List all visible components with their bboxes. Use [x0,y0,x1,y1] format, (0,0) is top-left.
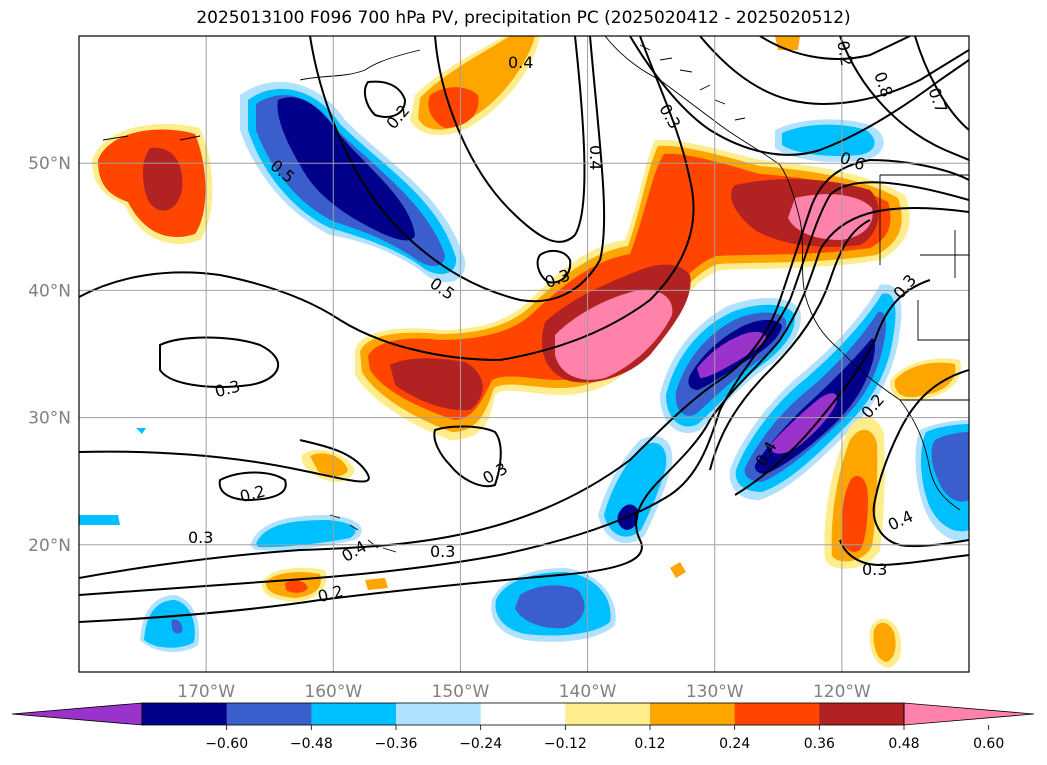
colorbar-extend-max [903,702,1035,726]
colorbar-extend-min [11,702,143,726]
colorbar-tick-label: −0.12 [544,736,587,752]
contour-line [872,369,969,548]
contour-line [79,206,969,623]
colorbar-tick-label: 0.60 [973,736,1004,752]
colorbar-segment [226,703,312,725]
figure-title: 2025013100 F096 700 hPa PV, precipitatio… [196,8,851,28]
lon-tick-label: 160°W [304,682,362,702]
colorbar-segment [480,703,566,725]
contour-label: 0.3 [430,542,455,561]
political-borders [879,174,969,401]
coast-aleutians [299,49,421,81]
colorbar-segment [650,703,736,725]
contour-line [914,36,969,131]
gridlines [79,36,969,672]
colorbar-tick-label: −0.24 [459,736,502,752]
negative-blob-far-east [915,420,969,542]
longitude-tick-labels: 170°W 160°W 150°W 140°W 130°W 120°W [177,682,871,702]
colorbar-segment [142,703,228,725]
southwest-features [79,428,388,652]
contour-line [839,36,969,161]
colorbar-tick-label: −0.36 [375,736,418,752]
positive-strips-east [670,358,961,668]
positive-blob-west [92,123,213,244]
colorbar-tick-label: 0.12 [634,736,665,752]
contour-line [434,36,586,243]
contour-line [433,425,502,488]
negative-band-southeast [729,284,902,500]
contour-line [218,471,287,502]
contour-line [79,158,969,579]
colorbar-tick-label: 0.36 [804,736,835,752]
contour-label: 0.4 [586,145,605,170]
contour-line [79,439,370,483]
contour-line [629,36,969,156]
contour-line [536,249,572,284]
coast-west-islands [102,135,201,141]
colorbar-segment [734,703,820,725]
colorbar-frame [141,702,905,726]
lat-tick-label: 50°N [28,154,71,174]
lon-tick-label: 120°W [813,682,871,702]
colorbar-segment [311,703,397,725]
colorbar-tick-label: −0.48 [290,736,333,752]
lat-tick-label: 40°N [28,281,71,301]
contour-line [159,336,280,388]
contour-line [839,539,969,567]
contour-line [699,36,969,105]
lat-tick-label: 20°N [28,536,71,556]
latitude-tick-labels: 20°N 30°N 40°N 50°N [28,154,71,556]
contour-label: 0.3 [188,528,213,547]
map-frame [78,35,970,673]
colorbar: −0.60 −0.48 −0.36 −0.24 −0.12 0.12 0.24 0.36 0.4… [11,702,1035,752]
contour-label: 0.3 [862,560,887,579]
negative-blob-south [491,568,616,642]
contour-line [709,219,871,471]
lon-tick-label: 140°W [559,682,617,702]
contour-line [759,36,911,60]
negative-blob-south-central [598,436,673,544]
negative-band-northwest [240,81,466,283]
map-panel: 0.4 0.2 0.5 0.5 0.4 0.8 0.7 0.6 0.3 0.3 … [28,35,970,702]
contour-line [79,36,695,362]
negative-blob-northeast [775,119,884,162]
lon-tick-label: 130°W [686,682,744,702]
coast-hawaii [329,514,397,553]
colorbar-segment [819,703,905,725]
colorbar-segment [396,703,482,725]
contour-line [363,80,407,118]
lat-tick-label: 30°N [28,409,71,429]
contour-label: 0.2 [833,39,856,67]
positive-blob-north [410,36,800,135]
colorbar-tick-label: 0.24 [719,736,750,752]
contour-label: 0.4 [508,53,533,72]
lon-tick-label: 150°W [432,682,490,702]
colorbar-segment [565,703,651,725]
contour-line [79,181,969,596]
colorbar-tick-label: −0.60 [205,736,248,752]
coast-north-america [604,36,961,511]
contour-line [734,279,931,496]
lon-tick-label: 170°W [177,682,235,702]
colorbar-tick-label: 0.48 [888,736,919,752]
